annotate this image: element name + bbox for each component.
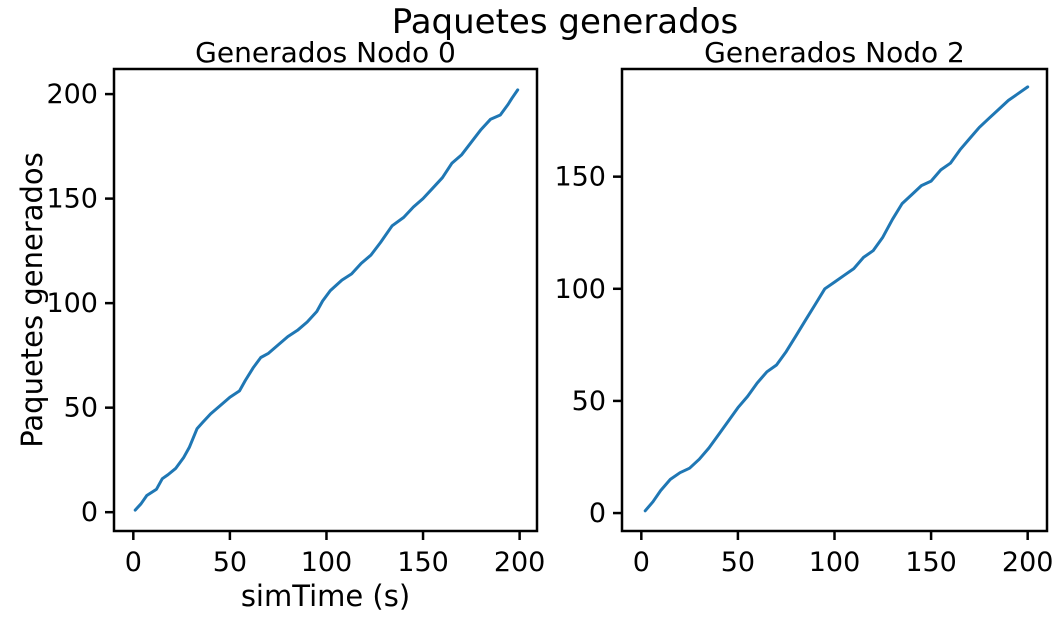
chart-panel-0: 0 50 100 150 200 0 50 100 150 200 Generados Nodo 0… bbox=[15, 36, 545, 613]
x-tick-label-1-150: 150 bbox=[905, 547, 957, 578]
y-tick-label-1-50: 50 bbox=[572, 386, 606, 417]
x-tick-label-1-0: 0 bbox=[633, 547, 650, 578]
y-tick-label-1-0: 0 bbox=[589, 498, 606, 529]
y-axis-label-0: Paquetes generados bbox=[15, 152, 49, 448]
x-tick-label-1-50: 50 bbox=[721, 547, 755, 578]
y-tick-label-0-50: 50 bbox=[64, 393, 98, 424]
x-tick-label-0-0: 0 bbox=[125, 547, 142, 578]
axes-title-0: Generados Nodo 0 bbox=[195, 36, 456, 69]
y-tick-label-1-100: 100 bbox=[554, 274, 606, 305]
x-tick-label-0-200: 200 bbox=[494, 547, 546, 578]
x-tick-label-1-100: 100 bbox=[809, 547, 861, 578]
x-tick-label-1-200: 200 bbox=[1002, 547, 1054, 578]
y-tick-label-0-0: 0 bbox=[81, 497, 98, 528]
axes-frame-1 bbox=[620, 67, 1049, 533]
x-tick-label-0-100: 100 bbox=[301, 547, 353, 578]
y-tick-label-0-150: 150 bbox=[46, 184, 98, 215]
x-tick-label-0-50: 50 bbox=[213, 547, 247, 578]
x-tick-label-0-150: 150 bbox=[397, 547, 449, 578]
y-tick-label-1-150: 150 bbox=[554, 162, 606, 193]
y-tick-label-0-100: 100 bbox=[46, 288, 98, 319]
y-tick-label-0-200: 200 bbox=[46, 79, 98, 110]
x-axis-label-0: simTime (s) bbox=[241, 579, 410, 613]
figure-title: Paquetes generados bbox=[391, 2, 739, 42]
chart-panel-1: 0 50 100 150 200 0 50 100 150 Generados Nodo 2 bbox=[554, 36, 1053, 578]
axes-title-1: Generados Nodo 2 bbox=[704, 36, 965, 69]
series-line-0-0 bbox=[133, 88, 520, 512]
series-line-1-0 bbox=[643, 85, 1030, 513]
